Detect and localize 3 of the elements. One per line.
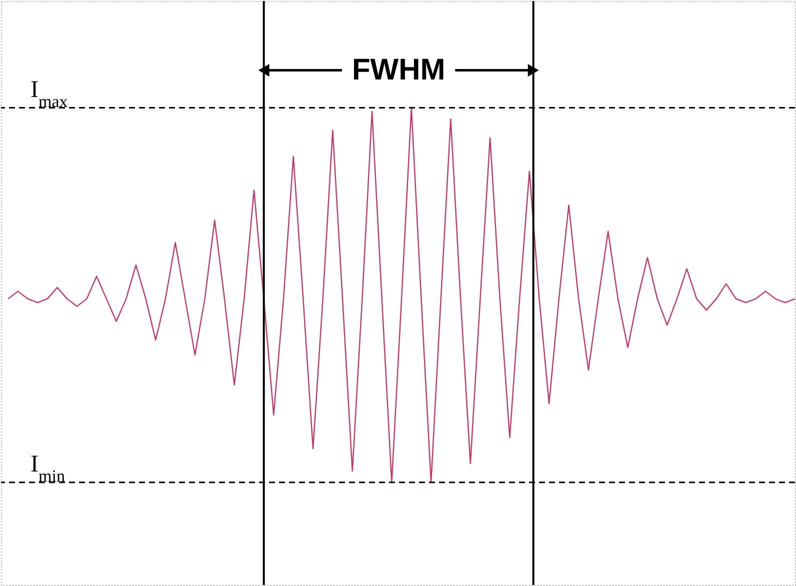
ref-line-label: I$_{max}$ <box>30 76 68 110</box>
text: FWHM <box>352 53 446 86</box>
ref-line-label: I$_{min}$ <box>30 451 66 485</box>
